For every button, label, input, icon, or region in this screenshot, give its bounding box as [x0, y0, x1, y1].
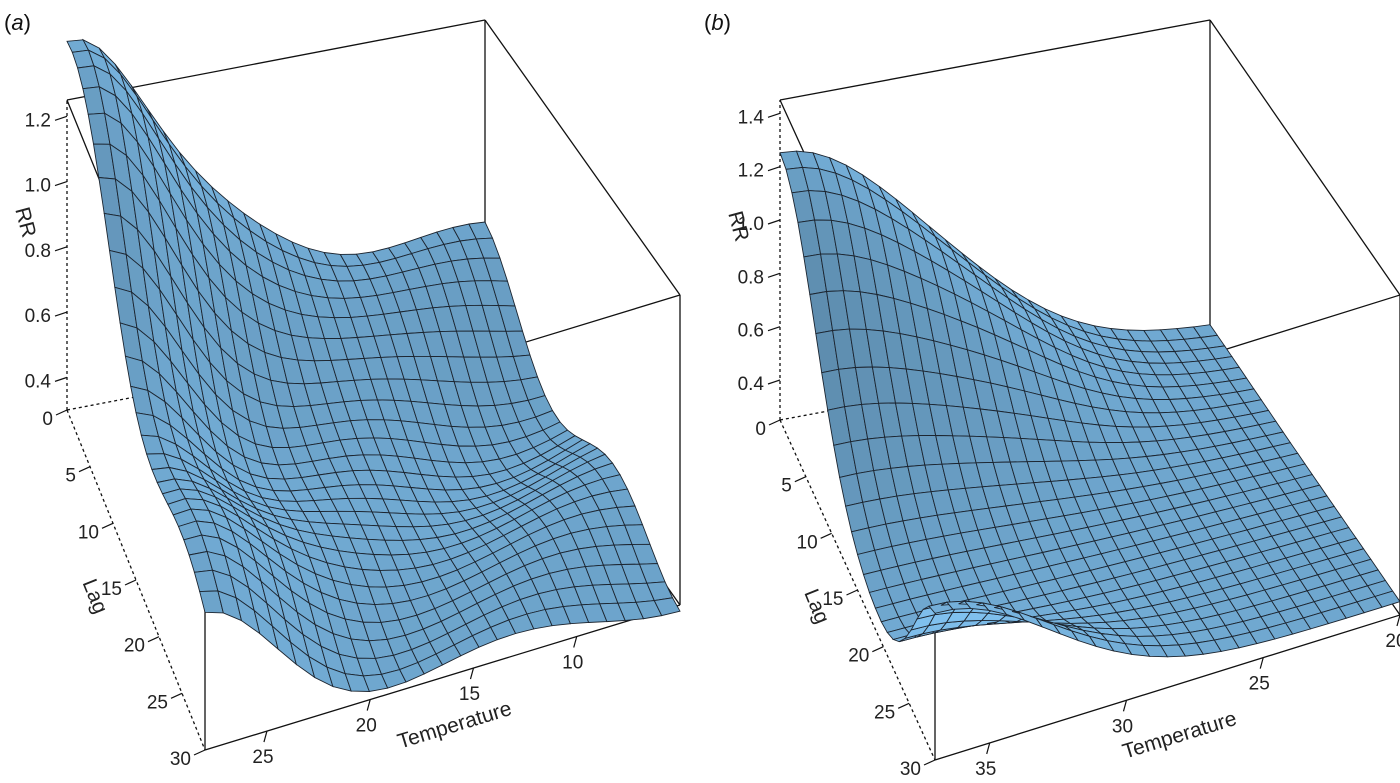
- x-tick-mark: [366, 699, 371, 711]
- z-tick-mark: [54, 181, 68, 187]
- y-tick-mark: [768, 419, 781, 426]
- y-tick-mark: [124, 579, 137, 586]
- y-tick-mark: [147, 636, 160, 643]
- box-edge: [204, 604, 681, 751]
- z-tick-mark: [54, 246, 68, 252]
- x-tick-label: 10: [562, 653, 583, 674]
- y-axis: 0 5 10 15 20 25 30: [42, 409, 206, 770]
- y-tick-label: 20: [124, 636, 145, 657]
- z-tick-label: 0.4: [738, 374, 765, 395]
- z-tick-mark: [54, 115, 68, 121]
- panel-label: a: [11, 10, 24, 35]
- panel-letter-b: (b): [704, 10, 731, 35]
- z-axis-label: RR: [10, 205, 40, 240]
- z-tick-label: 0.6: [25, 306, 51, 327]
- panel-label: b: [711, 10, 724, 35]
- y-tick-mark: [820, 532, 832, 539]
- y-tick-label: 10: [797, 532, 818, 553]
- y-tick-label: 15: [101, 579, 122, 600]
- z-tick-label: 1.0: [25, 176, 51, 197]
- y-tick-mark: [923, 759, 936, 766]
- z-tick-label: 0.4: [25, 371, 52, 392]
- z-tick-label: 0.8: [25, 241, 51, 262]
- z-tick-mark: [54, 376, 68, 382]
- x-tick-label: 35: [975, 759, 996, 780]
- surface-facet: [653, 597, 681, 617]
- chart-panel-b: (b) 0.4 0.6 0.8 1.0 1.2 1.4 RR 0 5 10 15 20 25 30 Lag 3…: [700, 0, 1400, 783]
- z-axis: 0.4 0.6 0.8 1.0 1.2: [25, 110, 68, 392]
- box-edge: [66, 19, 486, 101]
- z-tick-mark: [767, 219, 781, 225]
- y-tick-label: 30: [170, 749, 191, 770]
- z-tick-mark: [767, 379, 781, 385]
- x-tick-label: 15: [459, 684, 480, 705]
- box-edge: [484, 19, 681, 296]
- z-tick-label: 1.2: [738, 161, 764, 182]
- rr-surface: [779, 150, 1400, 658]
- rr-surface: [66, 38, 681, 693]
- x-axis: 35 30 25 20: [975, 614, 1400, 780]
- x-tick-label: 20: [1385, 631, 1400, 652]
- x-tick-label: 20: [356, 716, 377, 737]
- z-tick-mark: [767, 326, 781, 332]
- z-tick-mark: [767, 272, 781, 278]
- y-tick-mark: [193, 749, 206, 756]
- surface-chart-b: 0.40.60.81.01.21.4RR051015202530Lag35302…: [723, 19, 1400, 780]
- box-edge: [934, 614, 1400, 761]
- z-tick-mark: [54, 311, 68, 317]
- x-tick-mark: [469, 667, 475, 680]
- y-tick-mark: [872, 646, 884, 653]
- x-tick-label: 25: [1249, 674, 1270, 695]
- z-tick-label: 1.4: [738, 107, 765, 128]
- x-tick-mark: [1122, 700, 1128, 712]
- surface-chart-a: 0.40.60.81.01.2RR051015202530Lag25201510…: [10, 19, 681, 770]
- x-tick-mark: [986, 742, 991, 755]
- x-axis-label: Temperature: [395, 697, 514, 753]
- y-tick-mark: [897, 702, 910, 709]
- y-tick-mark: [794, 476, 807, 483]
- y-tick-mark: [101, 522, 114, 529]
- box-edge: [1209, 19, 1400, 296]
- y-tick-mark: [55, 409, 68, 416]
- y-tick-mark: [78, 466, 91, 473]
- z-tick-mark: [767, 112, 781, 118]
- box-edge: [779, 19, 1211, 101]
- z-tick-label: 1.2: [25, 110, 51, 131]
- chart-panel-a: (a) 0.4 0.6 0.8 1.0 1.2 RR 0 5 10 15 20 25 30 Lag 25 20…: [4, 10, 681, 770]
- y-tick-label: 15: [822, 589, 843, 610]
- y-tick-label: 30: [900, 759, 921, 780]
- x-axis-label: Temperature: [1120, 707, 1239, 763]
- surface-facet: [1374, 590, 1400, 608]
- z-tick-label: 0.6: [738, 321, 764, 342]
- x-axis: 25 20 15 10: [252, 636, 583, 768]
- y-tick-label: 5: [781, 476, 792, 497]
- y-tick-label: 25: [147, 692, 168, 713]
- y-tick-mark: [170, 692, 183, 699]
- y-tick-mark: [846, 589, 858, 596]
- z-tick-label: 1.0: [738, 214, 764, 235]
- x-tick-mark: [1259, 657, 1264, 669]
- y-tick-label: 25: [874, 702, 895, 723]
- panel-letter-a: (a): [4, 10, 31, 35]
- z-axis: 0.4 0.6 0.8 1.0 1.2 1.4: [738, 107, 781, 395]
- z-tick-label: 0.8: [738, 267, 764, 288]
- y-axis: 0 5 10 15 20 25 30: [755, 419, 936, 780]
- x-tick-label: 25: [252, 747, 273, 768]
- y-tick-label: 10: [78, 522, 99, 543]
- y-tick-label: 20: [848, 646, 869, 667]
- y-tick-label: 5: [65, 466, 76, 487]
- x-tick-mark: [263, 730, 268, 743]
- x-tick-mark: [573, 636, 578, 648]
- x-tick-label: 30: [1112, 716, 1133, 737]
- y-tick-label: 0: [755, 419, 766, 440]
- y-tick-label: 0: [42, 409, 53, 430]
- z-tick-mark: [767, 166, 781, 172]
